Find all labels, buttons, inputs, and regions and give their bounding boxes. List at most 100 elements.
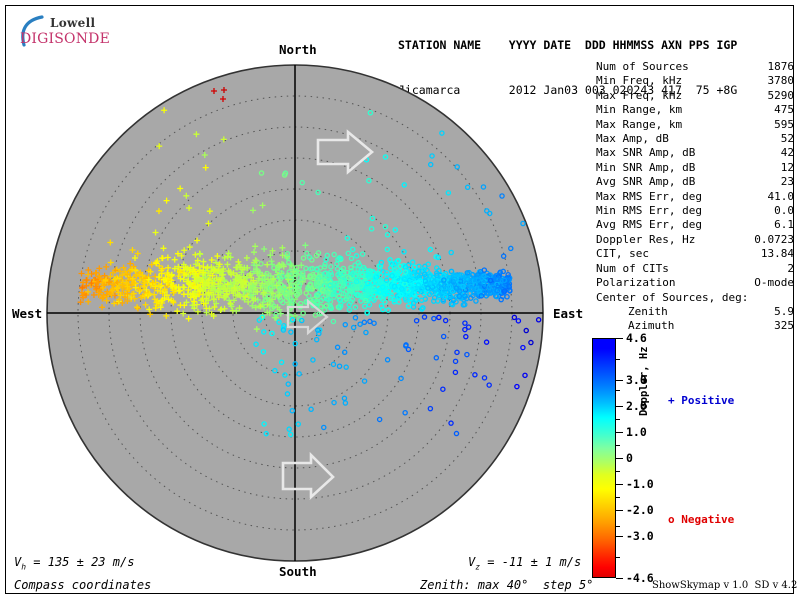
coordinate-system-label: Compass coordinates — [14, 578, 152, 592]
source-point — [284, 273, 291, 280]
source-point — [297, 300, 304, 307]
param-label: Min RMS Err, deg — [596, 204, 702, 218]
zenith-value: 5.9 — [774, 304, 794, 318]
source-point — [440, 298, 447, 304]
source-point — [238, 269, 245, 276]
source-point — [402, 269, 409, 275]
source-point — [281, 284, 287, 290]
source-point — [197, 251, 204, 258]
source-point — [204, 265, 211, 272]
param-row: Max Amp, dB 52 — [596, 132, 794, 146]
zenith-scale-label: Zenith: max 40° step 5° — [420, 578, 594, 592]
source-point — [114, 279, 121, 286]
source-point — [105, 279, 112, 286]
source-point — [436, 283, 442, 290]
source-point — [168, 271, 175, 278]
source-point — [342, 400, 349, 406]
source-point — [136, 288, 143, 295]
source-point — [382, 223, 389, 230]
param-value: 3780 — [767, 74, 795, 88]
source-point — [233, 307, 240, 314]
source-point — [273, 314, 280, 321]
source-point — [158, 298, 165, 305]
source-point — [364, 287, 371, 293]
source-point — [405, 346, 412, 353]
source-point — [99, 304, 106, 311]
source-point — [387, 257, 393, 263]
param-value: 12 — [780, 160, 794, 174]
source-point — [161, 107, 168, 114]
source-point — [158, 267, 165, 274]
source-point — [397, 263, 404, 269]
source-point — [367, 318, 373, 325]
param-row: Num of Sources 1876 — [596, 60, 794, 74]
param-row: Min SNR Amp, dB 12 — [596, 161, 794, 175]
source-point — [501, 288, 508, 294]
source-point — [184, 265, 191, 272]
source-point — [366, 177, 372, 184]
azimuth-value: 325 — [774, 319, 794, 333]
source-point — [498, 296, 504, 303]
source-point — [402, 264, 409, 270]
source-point — [495, 273, 502, 280]
source-point — [85, 288, 92, 295]
source-point — [205, 220, 212, 227]
param-label: Max Amp, dB — [596, 132, 669, 146]
source-point — [255, 275, 262, 282]
source-point — [486, 287, 493, 294]
colorbar-minor-tick — [616, 557, 620, 559]
colorbar-tick — [616, 405, 623, 407]
source-point — [169, 283, 176, 290]
source-point — [456, 293, 463, 300]
source-point — [300, 272, 306, 279]
source-point — [151, 291, 158, 298]
source-point — [433, 355, 440, 361]
source-point — [245, 298, 252, 305]
source-point — [252, 243, 259, 250]
param-row: CIT, sec 13.84 — [596, 247, 794, 261]
legend-positive: + Positive — [668, 394, 735, 407]
param-row: Max RMS Err, deg 41.0 — [596, 190, 794, 204]
source-point — [109, 269, 116, 276]
source-point — [247, 292, 254, 299]
source-point — [88, 280, 95, 287]
source-point — [324, 252, 330, 259]
source-point — [251, 249, 258, 256]
source-point — [352, 304, 359, 310]
colorbar-tick — [616, 536, 623, 538]
source-point — [334, 344, 341, 351]
source-point — [212, 286, 219, 293]
center-of-sources-zenith: Zenith 5.9 — [596, 305, 794, 319]
source-point — [380, 284, 386, 290]
param-label: Min SNR Amp, dB — [596, 160, 696, 174]
source-point — [415, 289, 422, 296]
source-point — [367, 110, 374, 116]
source-point — [275, 264, 282, 271]
source-point — [202, 273, 209, 280]
source-point — [462, 293, 468, 299]
source-point — [282, 372, 288, 378]
source-point — [456, 285, 463, 292]
param-label: Avg SNR Amp, dB — [596, 175, 696, 189]
source-point — [302, 242, 309, 249]
source-point — [276, 319, 282, 325]
source-point — [520, 344, 526, 351]
source-point — [257, 285, 264, 292]
source-point — [164, 254, 171, 261]
source-point — [269, 296, 276, 303]
source-point — [294, 291, 301, 298]
source-point — [225, 250, 232, 257]
skymap-plot: North South West East — [12, 42, 583, 579]
source-point — [243, 254, 250, 261]
source-point — [343, 364, 349, 370]
source-point — [398, 292, 404, 298]
source-point — [300, 310, 306, 316]
source-point — [238, 278, 245, 285]
source-point — [217, 306, 224, 313]
source-point — [345, 281, 352, 287]
param-label: Min Freq, kHz — [596, 74, 683, 88]
source-point — [403, 297, 409, 303]
source-point — [389, 273, 395, 279]
source-point — [288, 329, 294, 335]
source-point — [148, 261, 155, 268]
